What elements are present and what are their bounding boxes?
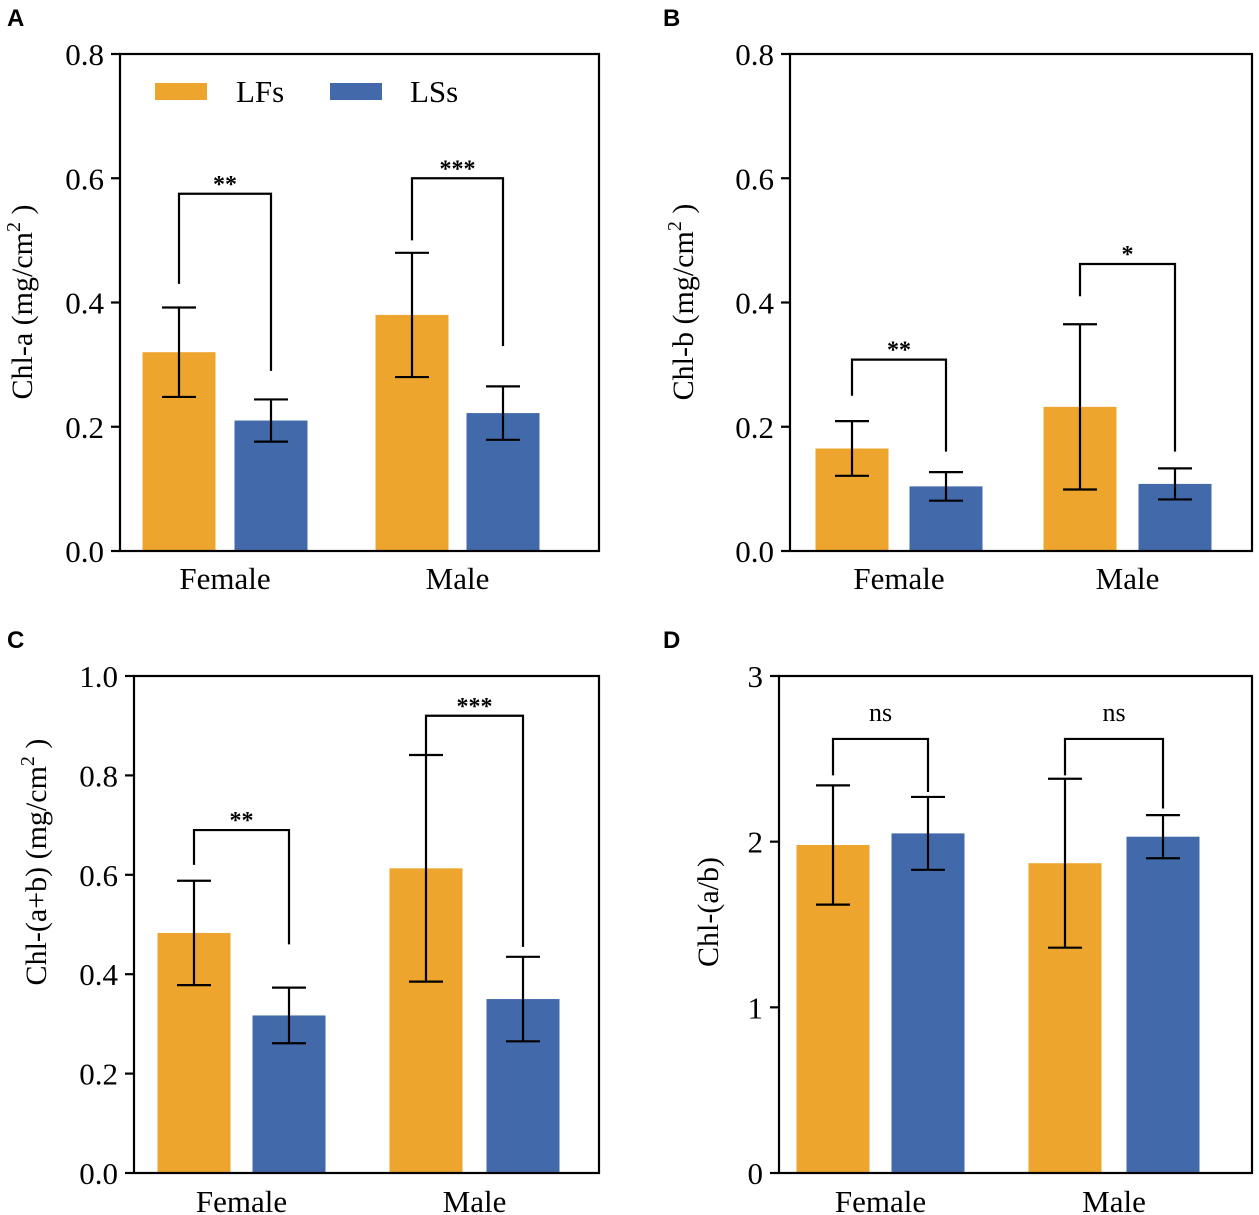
panel-label-c: C: [7, 627, 24, 654]
significance-label-male: ns: [1102, 698, 1125, 727]
y-axis-label: Chl-(a+b) (mg/cm2 ): [17, 739, 53, 986]
errorbar-lss-male: [486, 385, 520, 441]
panel-label-d: D: [663, 627, 680, 654]
errorbar-lfs-male: [395, 251, 429, 379]
significance-bracket-female: [192, 828, 291, 945]
errorbar-lfs-female: [177, 879, 211, 987]
legend-swatch-lfs: [155, 83, 207, 100]
y-tick-label: 0.6: [79, 858, 118, 893]
errorbar-lfs-female: [835, 420, 869, 477]
x-category-label: Male: [1096, 561, 1160, 596]
significance-label-female: **: [887, 338, 911, 364]
significance-bracket-male: [410, 177, 505, 346]
y-tick-label: 0.4: [735, 286, 774, 321]
errorbar-lss-female: [272, 986, 306, 1045]
y-tick-label: 0.4: [79, 957, 118, 992]
bar-lss-male: [1126, 836, 1200, 1173]
x-category-label: Male: [426, 561, 490, 596]
significance-label-female: ns: [869, 698, 892, 727]
panel-label-a: A: [7, 5, 24, 32]
x-category-label: Male: [1082, 1184, 1146, 1215]
legend-label-lss: LSs: [410, 74, 458, 109]
plot-frame: [132, 674, 601, 1175]
x-category-label: Female: [196, 1184, 287, 1215]
x-category-label: Male: [443, 1184, 507, 1215]
x-category-label: Female: [853, 561, 944, 596]
y-tick-label: 0.8: [65, 37, 104, 72]
errorbar-lss-female: [929, 471, 963, 502]
significance-label-female: **: [230, 808, 254, 834]
x-category-label: Female: [179, 561, 270, 596]
panel-label-b: B: [663, 5, 680, 32]
significance-bracket-female: [177, 192, 273, 371]
y-axis-label: Chl-b (mg/cm2 ): [664, 204, 700, 401]
errorbar-lss-male: [1158, 467, 1192, 501]
y-tick-label: 1: [748, 990, 764, 1025]
errorbar-lfs-male: [1048, 777, 1082, 949]
plot-frame: [777, 674, 1254, 1175]
y-tick-label: 0.2: [65, 410, 104, 445]
significance-label-male: *: [1122, 242, 1134, 268]
significance-label-female: **: [213, 172, 237, 198]
legend-label-lfs: LFs: [236, 74, 284, 109]
y-tick-label: 0.8: [79, 758, 118, 793]
y-tick-label: 0.8: [735, 37, 774, 72]
errorbar-lss-male: [1146, 814, 1180, 860]
y-axis-label: Chl-(a/b): [692, 857, 725, 967]
errorbar-lfs-female: [162, 306, 196, 399]
significance-bracket-male: [1078, 262, 1177, 452]
panel-d: Dns ns 0 1 2 3 Female Male Chl-(a/b): [663, 627, 1254, 1215]
y-tick-label: 0.2: [735, 410, 774, 445]
y-tick-label: 0.0: [735, 534, 774, 569]
legend: LFs LSs: [155, 74, 458, 109]
significance-bracket-female: [850, 358, 948, 452]
errorbar-lfs-male: [1063, 323, 1097, 491]
legend-swatch-lss: [330, 83, 382, 100]
bar-lss-female: [891, 833, 965, 1173]
errorbar-lss-female: [254, 398, 288, 443]
y-tick-label: 0: [748, 1156, 764, 1191]
y-tick-label: 0.4: [65, 286, 104, 321]
y-tick-label: 0.6: [735, 161, 774, 196]
y-tick-label: 3: [748, 659, 764, 694]
significance-label-male: ***: [457, 694, 493, 720]
x-category-label: Female: [835, 1184, 926, 1215]
y-tick-label: 0.2: [79, 1057, 118, 1092]
y-tick-label: 0.0: [79, 1156, 118, 1191]
y-tick-label: 0.0: [65, 534, 104, 569]
errorbar-lfs-female: [816, 784, 850, 906]
significance-label-male: ***: [440, 156, 476, 182]
errorbar-lss-male: [506, 955, 540, 1043]
y-tick-label: 2: [748, 825, 764, 860]
y-tick-label: 1.0: [79, 659, 118, 694]
y-axis-label: Chl-a (mg/cm2 ): [3, 205, 39, 400]
errorbar-lss-female: [911, 795, 945, 871]
significance-bracket-male: [1063, 737, 1165, 809]
y-tick-label: 0.6: [65, 161, 104, 196]
significance-bracket-male: [424, 714, 525, 947]
significance-bracket-female: [831, 737, 930, 792]
